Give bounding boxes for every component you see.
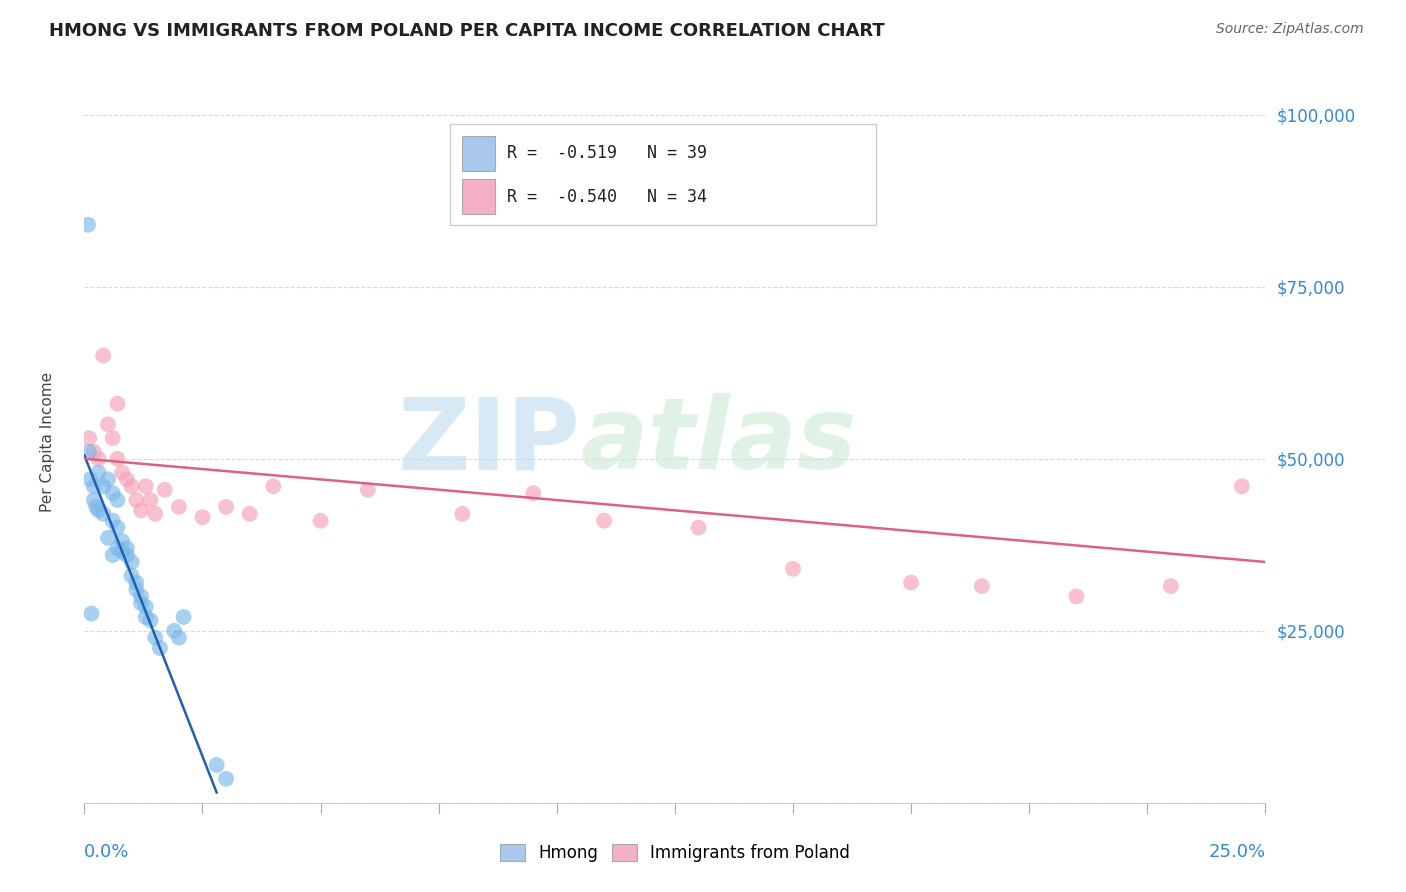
Point xyxy=(87,451,110,466)
Text: R =  -0.540   N = 34: R = -0.540 N = 34 xyxy=(508,187,707,205)
Point xyxy=(83,479,105,493)
Point xyxy=(77,445,100,459)
Point xyxy=(107,493,129,508)
Point xyxy=(80,607,103,621)
Point xyxy=(101,514,124,528)
Point xyxy=(107,541,129,556)
Point xyxy=(451,507,474,521)
Point xyxy=(107,520,129,534)
Point xyxy=(107,451,129,466)
Point xyxy=(135,599,157,614)
Point xyxy=(121,568,143,582)
Point xyxy=(782,562,804,576)
Point xyxy=(77,431,100,445)
Point xyxy=(167,631,190,645)
Point xyxy=(239,507,262,521)
Point xyxy=(84,500,107,514)
Point xyxy=(125,582,148,597)
Point xyxy=(111,544,134,558)
Text: ZIP: ZIP xyxy=(398,393,581,490)
Point xyxy=(149,640,172,655)
Point xyxy=(309,514,332,528)
Point xyxy=(125,493,148,508)
Text: 25.0%: 25.0% xyxy=(1208,843,1265,861)
Point xyxy=(87,466,110,480)
Point xyxy=(77,218,100,232)
Legend: Hmong, Immigrants from Poland: Hmong, Immigrants from Poland xyxy=(495,838,855,867)
Point xyxy=(522,486,544,500)
Point xyxy=(135,479,157,493)
Point xyxy=(121,479,143,493)
Point xyxy=(91,479,114,493)
Point xyxy=(135,610,157,624)
Point xyxy=(111,466,134,480)
Point xyxy=(593,514,616,528)
Point xyxy=(970,579,993,593)
Point xyxy=(139,493,162,508)
Point xyxy=(101,548,124,562)
Point xyxy=(83,493,105,508)
Text: atlas: atlas xyxy=(581,393,856,490)
Point xyxy=(125,575,148,590)
Point xyxy=(129,503,152,517)
Text: HMONG VS IMMIGRANTS FROM POLAND PER CAPITA INCOME CORRELATION CHART: HMONG VS IMMIGRANTS FROM POLAND PER CAPI… xyxy=(49,22,884,40)
Point xyxy=(139,614,162,628)
Text: R =  -0.519   N = 39: R = -0.519 N = 39 xyxy=(508,145,707,162)
Point xyxy=(91,349,114,363)
Point xyxy=(97,472,120,486)
Text: 0.0%: 0.0% xyxy=(84,843,129,861)
Point xyxy=(143,631,166,645)
Point xyxy=(215,500,238,514)
Point xyxy=(900,575,922,590)
FancyBboxPatch shape xyxy=(450,124,876,225)
Point xyxy=(91,507,114,521)
Point xyxy=(215,772,238,786)
Point xyxy=(1066,590,1088,604)
Point xyxy=(121,555,143,569)
Point xyxy=(205,758,228,772)
Point xyxy=(87,503,110,517)
Point xyxy=(688,520,710,534)
Point xyxy=(167,500,190,514)
Point xyxy=(97,417,120,432)
Point xyxy=(1230,479,1253,493)
Bar xyxy=(463,179,495,214)
Point xyxy=(97,531,120,545)
Point xyxy=(115,541,138,556)
Point xyxy=(83,445,105,459)
Point xyxy=(107,397,129,411)
Bar xyxy=(463,136,495,170)
Point xyxy=(79,472,101,486)
Point xyxy=(111,534,134,549)
Point xyxy=(101,431,124,445)
Point xyxy=(357,483,380,497)
Point xyxy=(101,486,124,500)
Text: Per Capita Income: Per Capita Income xyxy=(39,371,55,512)
Point xyxy=(129,596,152,610)
Point xyxy=(173,610,195,624)
Point xyxy=(191,510,214,524)
Point xyxy=(1160,579,1182,593)
Point xyxy=(262,479,284,493)
Point xyxy=(153,483,176,497)
Point xyxy=(143,507,166,521)
Point xyxy=(163,624,186,638)
Point xyxy=(115,548,138,562)
Text: Source: ZipAtlas.com: Source: ZipAtlas.com xyxy=(1216,22,1364,37)
Point xyxy=(115,472,138,486)
Point xyxy=(129,590,152,604)
